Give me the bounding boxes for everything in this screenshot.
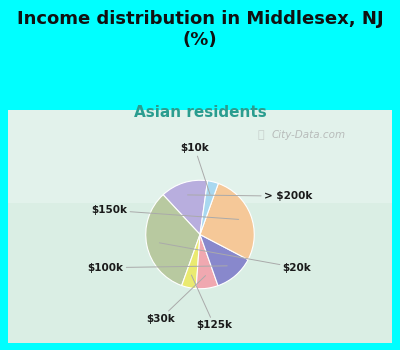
Wedge shape xyxy=(182,234,200,289)
Text: $30k: $30k xyxy=(146,275,206,324)
Wedge shape xyxy=(196,234,218,289)
Text: City-Data.com: City-Data.com xyxy=(272,130,346,140)
Text: $20k: $20k xyxy=(159,243,311,273)
Wedge shape xyxy=(146,195,200,286)
Text: Asian residents: Asian residents xyxy=(134,105,266,120)
Text: $100k: $100k xyxy=(88,263,227,273)
Wedge shape xyxy=(163,180,208,234)
Wedge shape xyxy=(200,181,218,235)
Text: $150k: $150k xyxy=(91,205,239,219)
Text: Income distribution in Middlesex, NJ
(%): Income distribution in Middlesex, NJ (%) xyxy=(17,10,383,49)
Text: $125k: $125k xyxy=(192,275,232,330)
Text: Ⓜ: Ⓜ xyxy=(258,130,265,140)
Wedge shape xyxy=(200,234,248,286)
Text: > $200k: > $200k xyxy=(188,191,312,201)
Text: $10k: $10k xyxy=(180,144,210,194)
Wedge shape xyxy=(200,183,254,260)
